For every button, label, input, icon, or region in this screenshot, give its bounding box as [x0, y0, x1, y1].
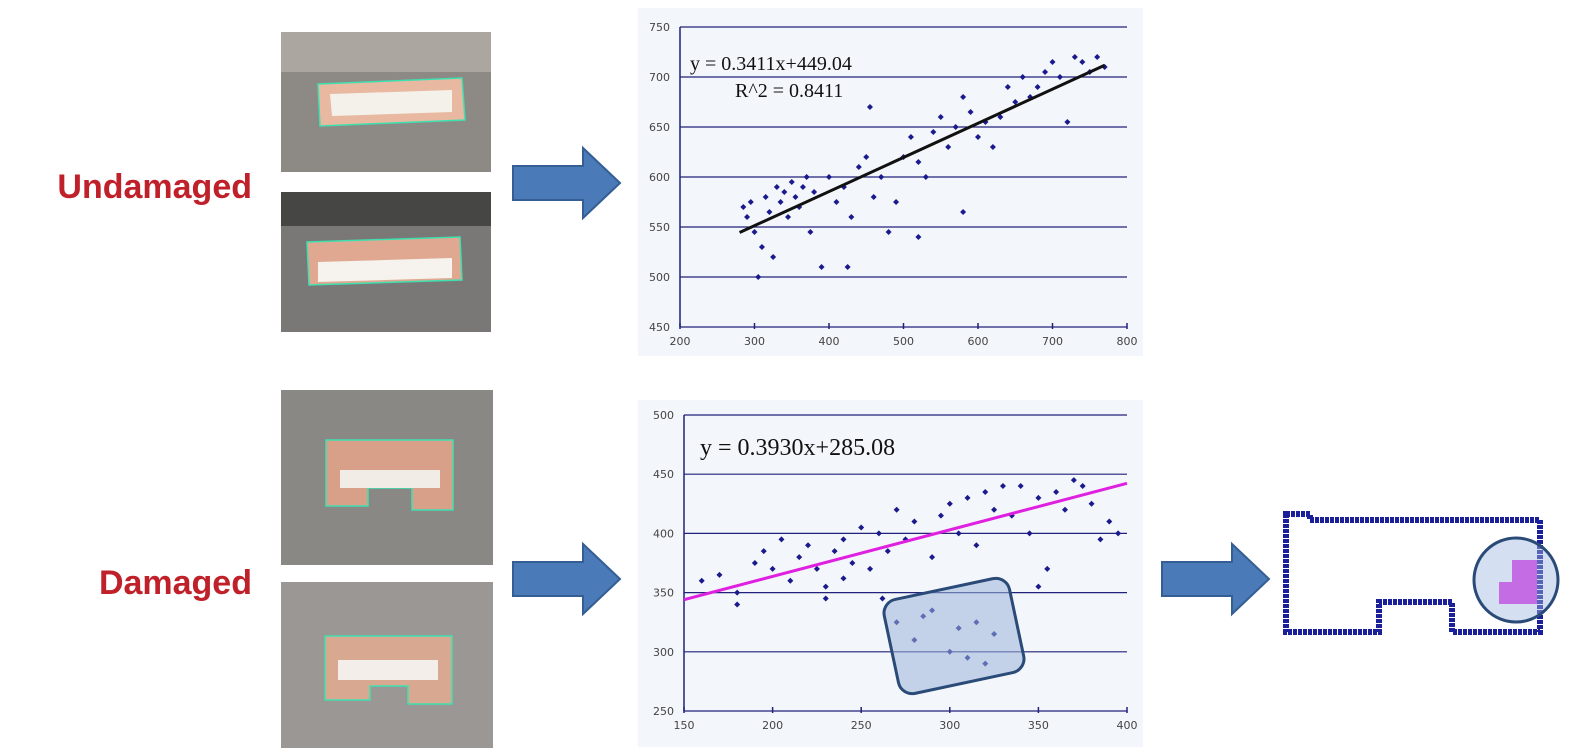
annotation: y = 0.3930x+285.08 — [700, 435, 895, 461]
x-tick-label: 350 — [1028, 719, 1049, 732]
x-tick-label: 400 — [1117, 719, 1138, 732]
arrow — [513, 148, 620, 218]
x-tick-label: 300 — [939, 719, 960, 732]
y-tick-label: 650 — [649, 121, 670, 134]
photo — [281, 192, 491, 332]
y-tick-label: 300 — [653, 646, 674, 659]
x-tick-label: 200 — [762, 719, 783, 732]
y-tick-label: 700 — [649, 71, 670, 84]
x-tick-label: 200 — [670, 335, 691, 348]
x-tick-label: 700 — [1042, 335, 1063, 348]
arrow — [513, 544, 620, 614]
y-tick-label: 750 — [649, 21, 670, 34]
arrow — [1162, 544, 1269, 614]
slide: Undamaged Damaged 450 500 550 600 650 700 750 2… — [0, 0, 1573, 750]
row-label: Undamaged — [57, 168, 252, 206]
x-tick-label: 800 — [1117, 335, 1138, 348]
annotation: R^2 = 0.8411 — [735, 80, 843, 102]
y-tick-label: 350 — [653, 587, 674, 600]
y-tick-label: 500 — [649, 271, 670, 284]
x-tick-label: 600 — [968, 335, 989, 348]
y-tick-label: 450 — [649, 321, 670, 334]
x-tick-label: 250 — [851, 719, 872, 732]
x-tick-label: 300 — [744, 335, 765, 348]
x-tick-label: 400 — [819, 335, 840, 348]
x-tick-label: 500 — [893, 335, 914, 348]
y-tick-label: 600 — [649, 171, 670, 184]
photo — [281, 390, 493, 565]
y-tick-label: 550 — [649, 221, 670, 234]
y-tick-label: 250 — [653, 705, 674, 718]
annotation: y = 0.3411x+449.04 — [690, 53, 852, 75]
row-label: Damaged — [99, 564, 252, 602]
y-tick-label: 400 — [653, 527, 674, 540]
y-tick-label: 450 — [653, 468, 674, 481]
y-tick-label: 500 — [653, 409, 674, 422]
photo — [281, 32, 491, 172]
damage-map — [1274, 500, 1558, 640]
x-tick-label: 150 — [674, 719, 695, 732]
photo — [281, 582, 493, 748]
